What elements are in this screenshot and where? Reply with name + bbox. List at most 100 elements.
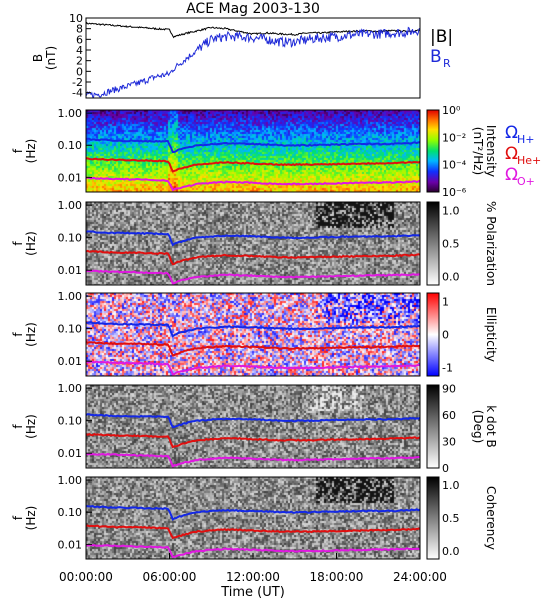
legend-b-total: |B| — [430, 27, 453, 47]
coherency-ytick-label: 0.01 — [58, 538, 83, 551]
coherency-spectrogram — [86, 477, 420, 559]
panel-intensity: 1.00 0.10 0.01 f (Hz) 10⁰ 10⁻² 10⁻⁴ 10⁻⁶ Intensit… — [11, 104, 498, 199]
intensity-colorbar — [426, 109, 440, 193]
kdotb-ytick-label: 0.10 — [58, 415, 83, 428]
field-ytick-label: 0 — [76, 65, 83, 78]
field-series — [86, 21, 420, 98]
polarization-ytick-label: 0.01 — [58, 264, 83, 277]
panel-kdotb: 1.00 0.10 0.01 f (Hz) 90 60 30 0 k dot B(Deg) — [11, 382, 498, 475]
ellipticity-ytick-label: 0.01 — [58, 355, 83, 368]
intensity-spectrogram — [86, 110, 420, 192]
intensity-colorbar-tick: 10⁻⁴ — [442, 159, 467, 172]
field-ylabel-units: (nT) — [44, 46, 58, 70]
field-ylabel: B — [31, 54, 45, 62]
polarization-colorbar-tick: 0.0 — [442, 271, 460, 284]
polarization-ylabel: f — [11, 241, 25, 246]
polarization-gyro-he-line — [85, 249, 421, 266]
field-ytick-label: 4 — [76, 44, 83, 57]
intensity-gyro-he-line — [85, 157, 421, 173]
intensity-frame — [85, 109, 421, 193]
kdotb-ytick-label: 0.01 — [58, 447, 83, 460]
kdotb-frame — [85, 384, 421, 469]
ellipticity-frame — [85, 292, 421, 377]
coherency-ytick-label: 0.10 — [58, 506, 83, 519]
ellipticity-gyro-h-line — [85, 321, 421, 338]
kdotb-gyro-he-line — [85, 432, 421, 449]
series-b-total — [86, 21, 420, 39]
x-tick-label: 18:00:00 — [310, 570, 364, 584]
coherency-gyro-h-line — [85, 505, 421, 521]
field-ytick-label: 10 — [69, 12, 83, 25]
legend-b-r-subscript: R — [443, 57, 451, 70]
ellipticity-colorbar-tick: 0 — [442, 329, 449, 342]
field-ytick-label: 2 — [76, 55, 83, 68]
legend-b-r: B — [430, 47, 442, 67]
kdotb-colorbar-tick: 30 — [442, 435, 456, 448]
x-tick-label: 06:00:00 — [143, 570, 197, 584]
ellipticity-colorbar-label: Ellipticity — [484, 307, 498, 362]
intensity-ytick-label: 0.01 — [58, 171, 83, 184]
kdotb-colorbar-tick: 90 — [442, 382, 456, 395]
kdotb-colorbar-label: k dot B — [484, 405, 498, 447]
intensity-ylabel: f — [11, 148, 25, 153]
polarization-gyro-o-line — [85, 269, 421, 285]
polarization-colorbar-tick: 0.5 — [442, 238, 460, 251]
intensity-ytick-label: 1.00 — [58, 107, 83, 120]
gyro-legend: Ω H+ Ω He+ Ω O+ — [505, 123, 541, 188]
polarization-colorbar — [426, 201, 440, 286]
legend-omega-h-sub: H+ — [517, 133, 535, 146]
kdotb-ytick-label: 1.00 — [58, 382, 83, 395]
field-ytick-label: 8 — [76, 23, 83, 36]
series-b-r — [86, 26, 420, 98]
coherency-ylabel-units: (Hz) — [24, 506, 38, 531]
kdotb-colorbar-label-units: (Deg) — [471, 410, 485, 444]
coherency-colorbar-tick: 0.0 — [442, 545, 460, 558]
ellipticity-colorbar — [426, 292, 440, 377]
polarization-ytick-label: 0.10 — [58, 232, 83, 245]
ellipticity-ylabel: f — [11, 332, 25, 337]
x-tick-label: 00:00:00 — [59, 570, 113, 584]
coherency-gyro-he-line — [85, 524, 421, 540]
legend-omega-he-sub: He+ — [517, 154, 541, 167]
x-axis-label: Time (UT) — [220, 585, 285, 600]
intensity-colorbar-tick: 10⁻⁶ — [442, 186, 467, 199]
ellipticity-colorbar-tick: -1 — [442, 362, 453, 375]
legend-omega-o: Ω — [505, 165, 518, 185]
polarization-colorbar-label: % Polarization — [484, 201, 498, 286]
ellipticity-gyro-o-line — [85, 360, 421, 376]
x-tick-label: 12:00:00 — [226, 570, 280, 584]
panel-coherency: 1.00 0.10 0.01 f (Hz) 1.0 0.5 0.0 Coherency — [11, 474, 498, 560]
polarization-spectrogram — [86, 202, 420, 285]
kdotb-ylabel: f — [11, 424, 25, 429]
kdotb-gyro-o-line — [85, 452, 421, 469]
kdotb-gyro-h-line — [85, 413, 421, 429]
field-frame — [85, 17, 421, 99]
coherency-colorbar — [426, 476, 440, 560]
legend-omega-h: Ω — [505, 123, 518, 143]
coherency-ylabel: f — [11, 515, 25, 520]
polarization-frame — [85, 201, 421, 286]
intensity-gyro-h-line — [85, 137, 421, 154]
panel-ellipticity: 1.00 0.10 0.01 f (Hz) 1 0 -1 Ellipticity — [11, 290, 498, 377]
intensity-colorbar-label: Intensity — [484, 125, 498, 177]
intensity-ytick-label: 0.10 — [58, 139, 83, 152]
ellipticity-colorbar-tick: 1 — [442, 295, 449, 308]
intensity-colorbar-label-units: (nT²/Hz) — [471, 127, 485, 175]
panel-polarization: 1.00 0.10 0.01 f (Hz) 1.0 0.5 0.0 % Polarization — [11, 199, 498, 286]
field-ytick-label: 6 — [76, 33, 83, 46]
field-ytick-label: -2 — [72, 76, 83, 89]
ellipticity-ytick-label: 0.10 — [58, 323, 83, 336]
coherency-colorbar-tick: 0.5 — [442, 512, 460, 525]
kdotb-ylabel-units: (Hz) — [24, 414, 38, 439]
coherency-ytick-label: 1.00 — [58, 474, 83, 487]
chart-title: ACE Mag 2003-130 — [186, 1, 320, 17]
coherency-gyro-o-line — [85, 543, 421, 559]
x-axis-ticks: 00:00:00 06:00:00 12:00:00 18:00:00 24:00:00 — [59, 553, 447, 584]
intensity-ylabel-units: (Hz) — [24, 139, 38, 164]
ellipticity-gyro-he-line — [85, 340, 421, 357]
x-tick-label: 24:00:00 — [393, 570, 447, 584]
ellipticity-ylabel-units: (Hz) — [24, 322, 38, 347]
